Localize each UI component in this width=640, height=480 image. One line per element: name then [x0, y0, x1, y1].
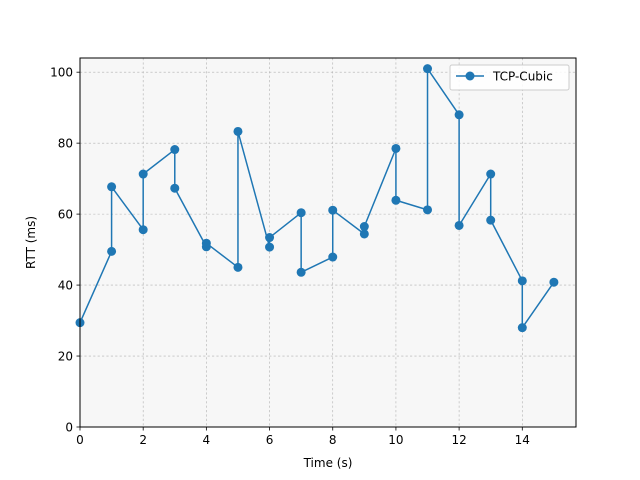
series-layer [75, 64, 559, 333]
data-point [328, 252, 338, 262]
legend-marker-swatch [465, 71, 475, 81]
data-point [265, 233, 275, 243]
data-point [549, 277, 559, 287]
data-point [107, 182, 117, 192]
y-tick-label: 60 [58, 208, 73, 222]
data-point [138, 225, 148, 235]
data-point [486, 169, 496, 179]
x-tick-label: 8 [329, 433, 337, 447]
data-point [454, 110, 464, 120]
data-point [359, 229, 369, 239]
x-tick-label: 2 [139, 433, 147, 447]
x-tick-label: 6 [266, 433, 274, 447]
data-point [233, 126, 243, 136]
x-tick-label: 0 [76, 433, 84, 447]
data-point [391, 143, 401, 153]
x-tick-label: 10 [388, 433, 403, 447]
y-tick-label: 40 [58, 279, 73, 293]
data-point [423, 205, 433, 215]
data-point [454, 220, 464, 230]
data-point [486, 215, 496, 225]
data-point [359, 222, 369, 232]
data-point [328, 205, 338, 215]
x-tick-label: 4 [203, 433, 211, 447]
data-point [138, 169, 148, 179]
data-point [170, 145, 180, 155]
data-point [107, 246, 117, 256]
series-line [79, 67, 555, 329]
legend-series-label: TCP-Cubic [492, 70, 553, 84]
data-point [517, 323, 527, 333]
y-tick-label: 80 [58, 137, 73, 151]
x-axis-ticks: 0 2 4 6 8 10 12 14 [76, 427, 530, 447]
y-tick-label: 0 [65, 421, 73, 435]
data-point [233, 262, 243, 272]
plot-area-background [80, 58, 576, 427]
x-tick-label: 14 [515, 433, 530, 447]
y-tick-label: 20 [58, 350, 73, 364]
data-point [170, 183, 180, 193]
y-axis-ticks: 0 20 40 60 80 100 [50, 66, 80, 435]
data-point [423, 64, 433, 74]
data-point [296, 208, 306, 218]
x-tick-label: 12 [451, 433, 466, 447]
y-axis-label: RTT (ms) [24, 216, 38, 269]
legend: TCP-Cubic [449, 64, 570, 91]
plot-area-frame [79, 57, 577, 428]
legend-box [449, 64, 570, 91]
data-point [201, 238, 211, 248]
y-tick-label: 100 [50, 66, 73, 80]
data-point [296, 267, 306, 277]
data-point [391, 195, 401, 205]
data-point [265, 242, 275, 252]
data-point [517, 276, 527, 286]
x-axis-label: Time (s) [303, 456, 353, 470]
